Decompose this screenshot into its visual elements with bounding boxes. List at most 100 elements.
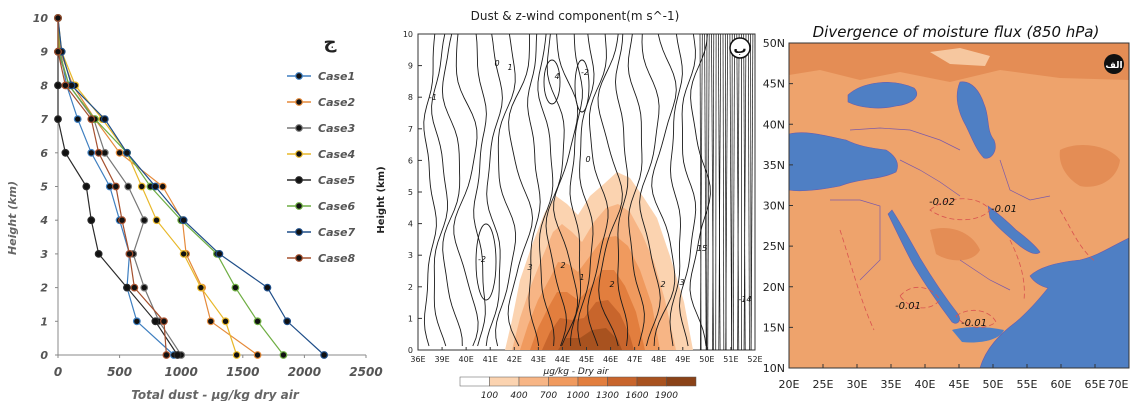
middle-cross-section: Dust & z-wind component(m s^-1) 01234567… — [376, 9, 763, 401]
middle-y-tick-label: 7 — [408, 125, 413, 134]
lon-label: 65E — [1085, 378, 1106, 391]
data-point-case5 — [152, 318, 159, 325]
lat-label: 40N — [763, 118, 785, 131]
data-point-case8 — [161, 318, 168, 325]
legend-label: Case6 — [318, 200, 356, 213]
legend-marker — [296, 125, 303, 132]
data-point-case2 — [254, 352, 261, 359]
left-y-tick-label: 6 — [40, 147, 48, 160]
lat-label: 50N — [763, 37, 785, 50]
legend-marker — [296, 203, 303, 210]
left-y-tick-label: 10 — [33, 12, 49, 25]
colorbar-label: 700 — [540, 391, 557, 401]
data-point-case3 — [125, 183, 132, 190]
data-point-case4 — [138, 183, 145, 190]
data-point-case5 — [95, 251, 102, 258]
legend-label: Case1 — [318, 70, 355, 83]
middle-title: Dust & z-wind component(m s^-1) — [471, 9, 680, 23]
lat-label: 45N — [763, 78, 785, 91]
map-body — [789, 43, 1129, 368]
map-contour-label: -0.01 — [991, 204, 1017, 215]
colorbar-label: 1900 — [655, 391, 678, 401]
colorbar-segment — [637, 377, 667, 386]
lon-label: 20E — [779, 378, 800, 391]
contour-label: 3 — [527, 263, 532, 272]
left-y-tick-label: 4 — [39, 214, 48, 227]
colorbar-segment — [490, 377, 520, 386]
left-y-tick-label: 0 — [40, 349, 48, 362]
data-point-case1 — [88, 150, 95, 157]
middle-y-label: Height (km) — [376, 166, 387, 233]
data-point-case7 — [216, 251, 223, 258]
left-panel-letter: ج — [324, 32, 337, 53]
middle-y-tick-label: 9 — [408, 62, 413, 71]
data-point-case7 — [264, 284, 271, 291]
series-line-case7 — [58, 18, 324, 355]
data-point-case4 — [198, 284, 205, 291]
middle-y-tick-label: 1 — [408, 314, 413, 323]
middle-x-label: μg/kg - Dry air — [543, 367, 610, 377]
data-point-case1 — [74, 116, 81, 123]
data-point-case7 — [124, 150, 131, 157]
contour-label: 3 — [679, 278, 684, 287]
data-point-case8 — [163, 352, 170, 359]
lat-label: 15N — [763, 321, 785, 334]
middle-x-tick-label: 47E — [627, 355, 642, 364]
data-point-case7 — [152, 183, 159, 190]
colorbar-segment — [578, 377, 608, 386]
data-point-case5 — [174, 352, 181, 359]
data-point-case4 — [153, 217, 160, 224]
middle-x-tick-label: 50E — [699, 355, 714, 364]
left-y-tick-label: 2 — [40, 282, 48, 295]
middle-y-tick-label: 3 — [408, 251, 413, 260]
data-point-case5 — [55, 82, 62, 89]
lon-label: 55E — [1017, 378, 1038, 391]
left-x-tick-label: 2000 — [288, 365, 321, 379]
middle-x-tick-label: 46E — [603, 355, 618, 364]
middle-x-tick-label: 36E — [410, 355, 425, 364]
middle-x-tick-label: 39E — [434, 355, 449, 364]
legend-label: Case7 — [318, 226, 356, 239]
contour-label: 2 — [660, 280, 665, 289]
data-point-case2 — [159, 183, 166, 190]
left-y-tick-label: 5 — [40, 181, 48, 194]
data-point-case7 — [180, 217, 187, 224]
colorbar-label: 1000 — [567, 391, 590, 401]
data-point-case8 — [62, 82, 69, 89]
contour-label: 2 — [609, 280, 614, 289]
data-point-case7 — [321, 352, 328, 359]
data-point-case8 — [119, 217, 126, 224]
left-y-tick-label: 9 — [40, 46, 48, 59]
data-point-case3 — [141, 284, 148, 291]
middle-panel-letter: ب — [733, 42, 746, 57]
map-title: Divergence of moisture flux (850 hPa) — [813, 23, 1100, 41]
data-point-case7 — [284, 318, 291, 325]
middle-x-tick-label: 42E — [507, 355, 522, 364]
data-point-case8 — [113, 183, 120, 190]
middle-y-tick-label: 8 — [408, 93, 413, 102]
map-panel-letter: الف — [1105, 61, 1122, 71]
legend-label: Case2 — [318, 96, 356, 109]
left-y-tick-label: 3 — [40, 248, 48, 261]
data-point-case6 — [254, 318, 261, 325]
lat-label: 10N — [763, 362, 785, 375]
lon-label: 45E — [949, 378, 970, 391]
colorbar-segment — [519, 377, 549, 386]
middle-y-tick-label: 4 — [408, 220, 413, 229]
legend-label: Case8 — [318, 252, 356, 265]
middle-x-tick-label: 44E — [555, 355, 570, 364]
contour-label: 0 — [494, 59, 499, 68]
contour-label: -1 — [429, 93, 437, 102]
left-x-tick-label: 1500 — [226, 365, 259, 379]
left-y-label: Height (km) — [6, 181, 19, 255]
middle-y-tick-label: 2 — [408, 283, 413, 292]
colorbar-label: 400 — [510, 391, 527, 401]
colorbar-segment — [608, 377, 638, 386]
data-point-case8 — [131, 284, 138, 291]
middle-y-tick-label: 0 — [408, 346, 413, 355]
legend-marker — [296, 255, 303, 262]
legend-marker — [296, 177, 303, 184]
lon-label: 60E — [1051, 378, 1072, 391]
